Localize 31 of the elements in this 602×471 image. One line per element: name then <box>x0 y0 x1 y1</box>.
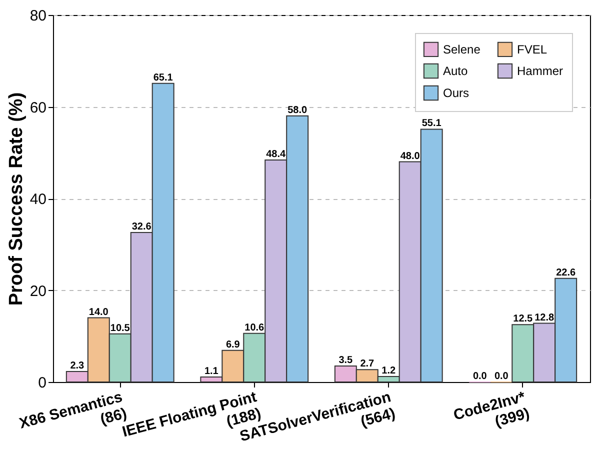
legend-label: Ours <box>443 86 470 100</box>
text: 55.1 <box>422 118 442 130</box>
text: 32.6 <box>132 221 152 232</box>
text: 48.0 <box>400 150 420 162</box>
legend-label: FVEL <box>517 42 548 56</box>
text: 0.0 <box>494 371 508 382</box>
text: 65.1 <box>153 72 173 84</box>
text: 1.2 <box>382 365 396 376</box>
y-tick-label: 80 <box>30 8 46 24</box>
y-tick-label: 60 <box>30 99 46 116</box>
text: 58.0 <box>288 104 308 116</box>
text: 48.4 <box>266 148 286 160</box>
text: 3.5 <box>338 354 353 366</box>
text: 22.6 <box>556 267 576 278</box>
text: 6.9 <box>226 339 240 350</box>
legend-label: Auto <box>443 64 468 78</box>
text: 2.3 <box>70 360 84 372</box>
text: 10.6 <box>244 322 264 334</box>
y-axis-title: Proof Success Rate (%) <box>6 92 27 306</box>
text: 10.5 <box>110 322 130 334</box>
text: 2.7 <box>360 358 374 370</box>
y-tick-label: 40 <box>30 191 46 208</box>
text: 12.5 <box>513 314 533 325</box>
text: 12.8 <box>534 312 554 324</box>
legend-label: Selene <box>443 42 481 56</box>
text: 0.0 <box>472 371 487 382</box>
text: 14.0 <box>88 306 108 318</box>
y-tick-label: 20 <box>30 282 46 300</box>
y-tick-label: 0 <box>38 374 46 392</box>
legend-label: Hammer <box>517 64 564 78</box>
text: 1.1 <box>204 366 218 377</box>
